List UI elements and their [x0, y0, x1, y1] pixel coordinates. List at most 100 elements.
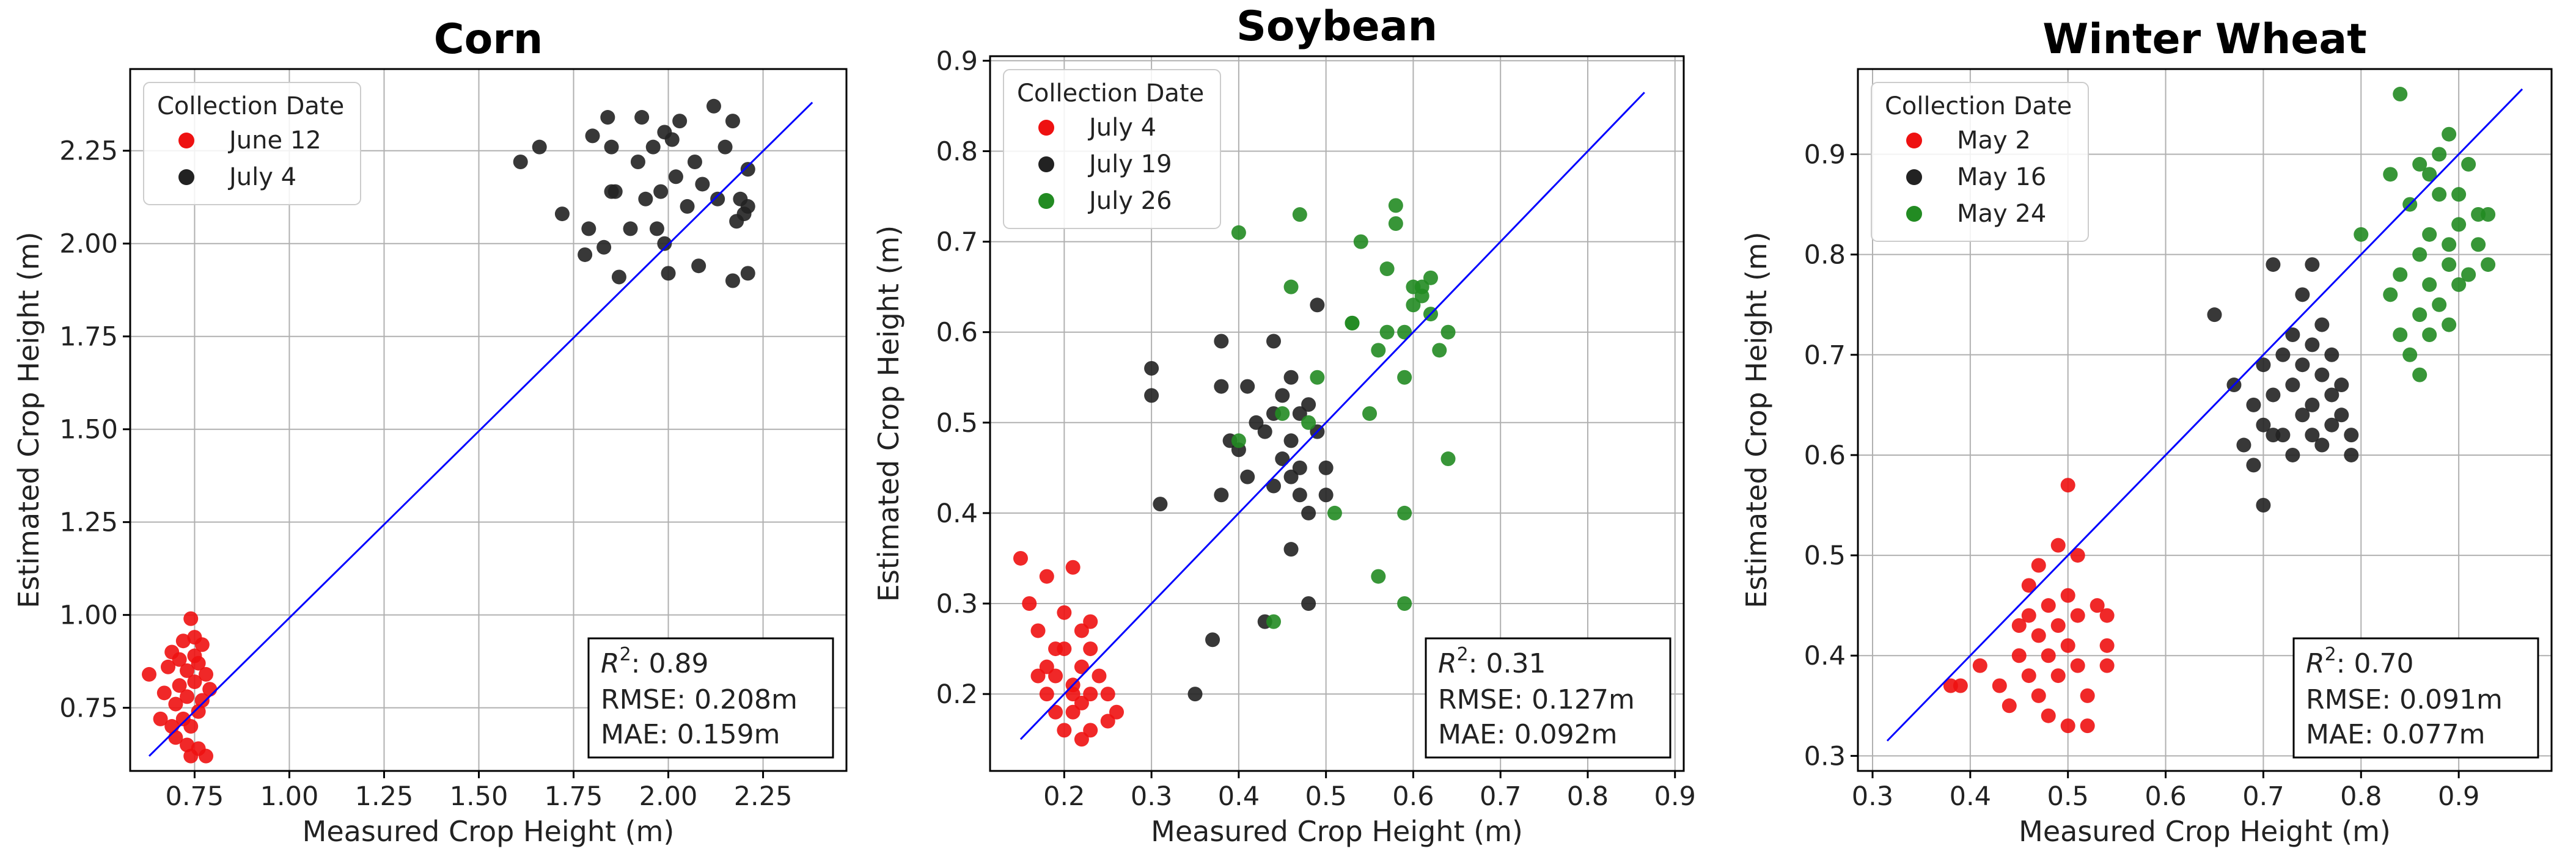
- data-point: [668, 169, 683, 184]
- data-point: [1992, 678, 2007, 693]
- data-point: [1240, 379, 1255, 394]
- data-point: [1327, 505, 1342, 520]
- data-point: [2031, 558, 2046, 573]
- data-point: [1074, 623, 1089, 638]
- data-point: [2090, 598, 2105, 613]
- data-point: [1240, 469, 1255, 484]
- data-point: [172, 652, 187, 667]
- data-point: [2099, 608, 2115, 623]
- data-point: [1249, 415, 1264, 430]
- data-point: [2314, 317, 2330, 332]
- x-tick-label: 0.7: [1480, 781, 1521, 812]
- data-point: [2256, 357, 2271, 373]
- data-point: [1039, 569, 1054, 584]
- x-tick-label: 0.9: [2438, 781, 2479, 812]
- data-point: [645, 139, 661, 155]
- data-point: [1048, 704, 1063, 720]
- y-tick-label: 0.6: [1804, 440, 1846, 471]
- data-point: [1406, 297, 1421, 313]
- data-point: [717, 139, 733, 155]
- data-point: [2041, 648, 2056, 663]
- data-point: [1292, 487, 1307, 503]
- data-point: [194, 693, 210, 708]
- data-point: [725, 273, 740, 288]
- y-tick-label: 0.8: [936, 137, 978, 167]
- legend-title: Collection Date: [1017, 79, 1204, 108]
- chart-panel-1: 0.2 0.3 0.4 0.5 0.6 0.7 0.8 0.9 0.2 0.3 0.4 0.5 0.6 0…: [872, 2, 1696, 848]
- legend-label: July 19: [1087, 150, 1172, 178]
- axes-frame: [989, 55, 1685, 772]
- legend-label: May 24: [1957, 200, 2046, 228]
- data-point: [1397, 596, 1412, 611]
- data-point: [1100, 714, 1115, 729]
- y-tick-label: 0.3: [936, 589, 978, 619]
- data-point: [2393, 267, 2408, 282]
- axes-frame: [1857, 68, 2553, 772]
- data-point: [2422, 327, 2437, 342]
- data-point: [2412, 367, 2427, 382]
- x-axis-label: Measured Crop Height (m): [2019, 815, 2391, 848]
- legend-marker: [1038, 120, 1054, 136]
- data-point: [1057, 723, 1072, 738]
- data-point: [2354, 227, 2369, 242]
- data-point: [2256, 498, 2271, 513]
- data-point: [513, 154, 528, 169]
- data-point: [2324, 387, 2339, 403]
- data-point: [1310, 297, 1325, 313]
- data-point: [1283, 370, 1299, 385]
- data-point: [183, 611, 199, 626]
- data-point: [630, 154, 645, 169]
- x-tick-label: 0.8: [1567, 781, 1609, 812]
- data-point: [2256, 417, 2271, 432]
- data-point: [2442, 126, 2457, 142]
- data-point: [1074, 732, 1089, 747]
- data-point: [1144, 388, 1159, 403]
- data-point: [1440, 324, 1456, 340]
- data-point: [1301, 415, 1316, 430]
- data-point: [2295, 357, 2310, 373]
- data-point: [1292, 207, 1307, 222]
- data-point: [1388, 198, 1403, 213]
- data-point: [1144, 360, 1159, 376]
- r2-superscript: 2: [1457, 644, 1469, 665]
- data-point: [1205, 632, 1220, 648]
- series-2: [1231, 198, 1456, 629]
- data-point: [2324, 417, 2339, 432]
- series-0: [1943, 478, 2115, 734]
- data-point: [2060, 478, 2075, 493]
- chart-panel-2: 0.3 0.4 0.5 0.6 0.7 0.8 0.9 0.3 0.4 0.5 0.6 0.7 0.8 0…: [1740, 15, 2553, 848]
- data-point: [653, 184, 669, 199]
- data-point: [168, 696, 183, 712]
- data-point: [1353, 234, 1368, 249]
- y-tick-label: 0.7: [1804, 340, 1846, 371]
- data-point: [2481, 207, 2496, 222]
- data-point: [1275, 406, 1290, 421]
- data-point: [585, 128, 600, 144]
- data-point: [2402, 347, 2418, 362]
- legend-label: May 16: [1957, 163, 2046, 191]
- fit-line: [148, 101, 813, 757]
- data-point: [657, 236, 672, 251]
- x-axis-label: Measured Crop Height (m): [1151, 815, 1523, 848]
- data-point: [2207, 307, 2222, 323]
- data-point: [2481, 257, 2496, 272]
- data-point: [2383, 167, 2398, 182]
- data-point: [1371, 569, 1386, 584]
- data-point: [1022, 596, 1037, 611]
- data-point: [1231, 433, 1246, 448]
- stats-box: R2: 0.70 RMSE: 0.091m MAE: 0.077m: [2292, 637, 2539, 759]
- axes-frame: [129, 68, 848, 772]
- data-point: [1292, 406, 1307, 421]
- data-point: [2031, 628, 2046, 643]
- rmse-stat: RMSE: 0.091m: [2306, 684, 2503, 715]
- r2-symbol: R: [2306, 648, 2325, 679]
- r2-superscript: 2: [2325, 644, 2336, 665]
- data-point: [2412, 156, 2427, 172]
- data-point: [2021, 578, 2036, 593]
- data-point: [2060, 718, 2075, 734]
- data-point: [2442, 237, 2457, 252]
- x-tick-label: 0.75: [166, 781, 224, 812]
- data-point: [1283, 433, 1299, 448]
- data-point: [191, 655, 206, 671]
- x-tick-label: 0.4: [1218, 781, 1260, 812]
